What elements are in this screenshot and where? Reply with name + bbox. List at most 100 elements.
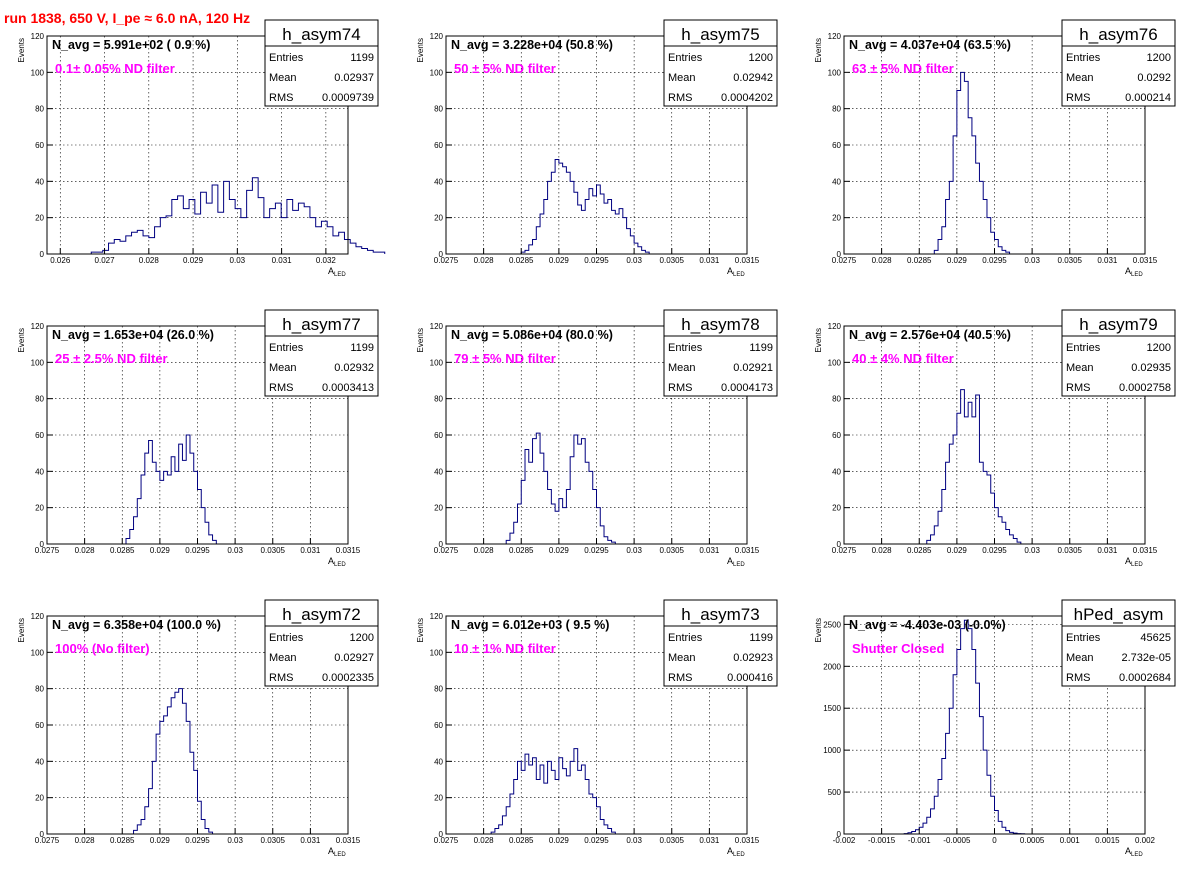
stats-box xyxy=(663,45,778,107)
y-tick-label: 40 xyxy=(832,467,841,476)
x-tick-label: 0.028 xyxy=(872,256,893,265)
y-tick-label: 0 xyxy=(439,540,444,549)
navg-label: N_avg = 2.576e+04 (40.5 %) xyxy=(849,328,1011,342)
x-tick-label: 0.0315 xyxy=(735,256,760,265)
histogram-name: h_asym79 xyxy=(1079,315,1157,334)
x-tick-label: 0.029 xyxy=(549,256,570,265)
stats-box xyxy=(663,335,778,397)
histogram-panel: 0.0275 0.028 0.0285 0.029 0.0295 0.03 0.0305 0.… xyxy=(416,309,778,568)
x-tick-label: 0.0285 xyxy=(907,546,932,555)
x-axis-label: ALED xyxy=(328,266,346,278)
x-tick-label: 0.0315 xyxy=(1133,546,1158,555)
y-tick-label: 120 xyxy=(828,32,842,41)
histogram-name-box xyxy=(264,309,379,337)
x-tick-label: 0.029 xyxy=(549,836,570,845)
stats-value: 0.0009739 xyxy=(322,92,374,104)
x-tick-label: 0.0275 xyxy=(35,546,60,555)
x-tick-label: 0.0285 xyxy=(509,546,534,555)
x-tick-label: 0.031 xyxy=(1097,256,1118,265)
navg-label: N_avg = 6.012e+03 ( 9.5 %) xyxy=(451,618,609,632)
x-axis-label-subscript: LED xyxy=(1131,272,1143,278)
x-tick-label: 0.03 xyxy=(626,546,642,555)
stats-value: 0.02921 xyxy=(733,362,773,374)
y-tick-label: 20 xyxy=(434,794,443,803)
x-axis-label-subscript: LED xyxy=(334,272,346,278)
y-tick-label: 100 xyxy=(31,68,45,77)
x-tick-label: 0.0305 xyxy=(660,256,685,265)
x-tick-label: 0.03 xyxy=(227,546,243,555)
stats-box xyxy=(264,45,379,107)
stats-label: Entries xyxy=(668,52,703,64)
x-tick-label: 0.028 xyxy=(474,256,495,265)
x-tick-label: 0.031 xyxy=(1097,546,1118,555)
y-tick-label: 100 xyxy=(430,358,444,367)
y-tick-label: 80 xyxy=(434,395,443,404)
stats-value: 0.0002684 xyxy=(1119,672,1171,684)
y-tick-label: 120 xyxy=(430,322,444,331)
filter-label: 50 ± 5% ND filter xyxy=(454,61,556,76)
y-tick-label: 20 xyxy=(832,504,841,513)
x-axis-label: ALED xyxy=(1125,266,1143,278)
y-tick-label: 20 xyxy=(35,214,44,223)
y-tick-label: 80 xyxy=(35,685,44,694)
x-tick-label: 0.0275 xyxy=(832,546,857,555)
y-tick-label: 120 xyxy=(430,32,444,41)
stats-label: Mean xyxy=(668,362,696,374)
stats-value: 0.0004173 xyxy=(721,382,773,394)
navg-label: N_avg = 3.228e+04 (50.8 %) xyxy=(451,38,613,52)
y-tick-label: 100 xyxy=(430,648,444,657)
stats-label: RMS xyxy=(1066,382,1090,394)
histogram-name: h_asym74 xyxy=(282,25,360,44)
stats-box xyxy=(1061,625,1176,687)
navg-label: N_avg = -4.403e-03 (-0.0%) xyxy=(849,618,1006,632)
x-tick-label: 0.0315 xyxy=(735,546,760,555)
navg-label: N_avg = 5.991e+02 ( 0.9 %) xyxy=(52,38,210,52)
histogram-panel: -0.002 -0.0015 -0.001 -0.0005 0 0.0005 0.001 0.… xyxy=(814,599,1176,858)
stats-label: RMS xyxy=(668,92,692,104)
x-tick-label: 0.03 xyxy=(626,256,642,265)
x-tick-label: 0.031 xyxy=(300,836,321,845)
y-tick-label: 0 xyxy=(837,540,842,549)
histogram-name: h_asym76 xyxy=(1079,25,1157,44)
stats-value: 1199 xyxy=(749,342,773,354)
x-tick-label: 0.0275 xyxy=(434,546,459,555)
navg-label: N_avg = 4.037e+04 (63.5 %) xyxy=(849,38,1011,52)
stats-value: 0.02932 xyxy=(334,362,374,374)
y-tick-label: 120 xyxy=(31,322,45,331)
x-tick-label: 0 xyxy=(992,836,997,845)
y-axis-label: Events xyxy=(814,328,823,352)
x-axis-label-subscript: LED xyxy=(733,272,745,278)
y-axis-label: Events xyxy=(17,618,26,642)
stats-value: 0.02937 xyxy=(334,72,374,84)
histogram-name: h_asym72 xyxy=(282,605,360,624)
x-axis-label: ALED xyxy=(328,846,346,858)
histogram-panel: 0.0275 0.028 0.0285 0.029 0.0295 0.03 0.0305 0.… xyxy=(814,19,1176,278)
histogram-series xyxy=(90,177,386,254)
stats-value: 0.000416 xyxy=(727,672,773,684)
stats-label: RMS xyxy=(668,382,692,394)
x-tick-label: 0.029 xyxy=(150,546,171,555)
x-tick-label: 0.0305 xyxy=(261,546,286,555)
stats-value: 1200 xyxy=(350,632,374,644)
filter-label: 63 ± 5% ND filter xyxy=(852,61,954,76)
x-tick-label: 0.0275 xyxy=(434,836,459,845)
y-tick-label: 0 xyxy=(837,830,842,839)
x-tick-label: 0.03 xyxy=(230,256,246,265)
stats-label: Mean xyxy=(668,652,696,664)
histogram-panel: 0.0275 0.028 0.0285 0.029 0.0295 0.03 0.0305 0.… xyxy=(17,309,379,568)
x-tick-label: -0.0005 xyxy=(943,836,971,845)
y-tick-label: 0 xyxy=(40,250,45,259)
x-axis-label-subscript: LED xyxy=(1131,562,1143,568)
y-tick-label: 0 xyxy=(40,830,45,839)
y-axis-label: Events xyxy=(814,618,823,642)
x-tick-label: 0.029 xyxy=(183,256,204,265)
y-tick-label: 2000 xyxy=(823,662,841,671)
y-tick-label: 100 xyxy=(31,358,45,367)
x-tick-label: 0.028 xyxy=(139,256,160,265)
stats-value: 0.0292 xyxy=(1137,72,1171,84)
x-tick-label: 0.0305 xyxy=(1058,256,1083,265)
x-tick-label: -0.002 xyxy=(833,836,856,845)
x-tick-label: 0.028 xyxy=(75,546,96,555)
x-tick-label: 0.0305 xyxy=(261,836,286,845)
x-tick-label: 0.031 xyxy=(699,256,720,265)
